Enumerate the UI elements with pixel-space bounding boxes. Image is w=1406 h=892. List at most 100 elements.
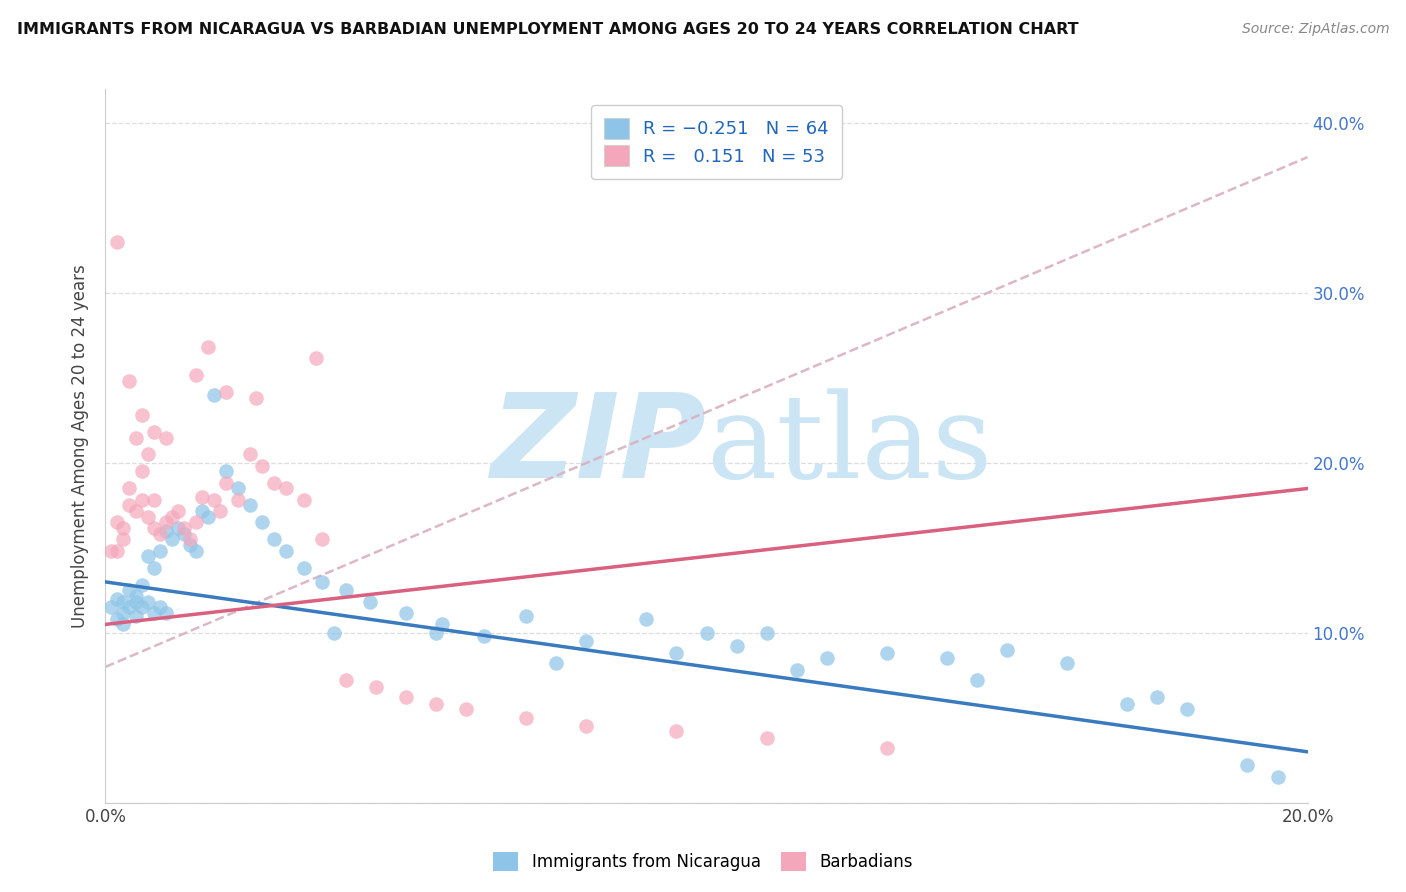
Point bbox=[148, 600, 170, 615]
Point bbox=[112, 617, 135, 632]
Point bbox=[107, 235, 129, 249]
Legend: R = −0.251   N = 64, R =   0.151   N = 53: R = −0.251 N = 64, R = 0.151 N = 53 bbox=[591, 105, 842, 178]
Text: IMMIGRANTS FROM NICARAGUA VS BARBADIAN UNEMPLOYMENT AMONG AGES 20 TO 24 YEARS CO: IMMIGRANTS FROM NICARAGUA VS BARBADIAN U… bbox=[17, 22, 1078, 37]
Point bbox=[786, 663, 808, 677]
Text: ZIP: ZIP bbox=[491, 389, 707, 503]
Point bbox=[995, 643, 1018, 657]
Point bbox=[179, 533, 201, 547]
Point bbox=[112, 606, 135, 620]
Point bbox=[202, 388, 225, 402]
Point bbox=[472, 629, 495, 643]
Point bbox=[425, 698, 447, 712]
Point bbox=[148, 527, 170, 541]
Point bbox=[546, 657, 568, 671]
Point bbox=[214, 384, 236, 399]
Point bbox=[575, 634, 598, 648]
Point bbox=[1146, 690, 1168, 705]
Point bbox=[575, 719, 598, 733]
Point bbox=[160, 510, 183, 524]
Point bbox=[876, 741, 898, 756]
Point bbox=[166, 503, 188, 517]
Point bbox=[966, 673, 988, 688]
Point bbox=[100, 600, 122, 615]
Text: Source: ZipAtlas.com: Source: ZipAtlas.com bbox=[1241, 22, 1389, 37]
Point bbox=[136, 448, 159, 462]
Point bbox=[124, 589, 146, 603]
Point bbox=[136, 510, 159, 524]
Point bbox=[155, 606, 177, 620]
Point bbox=[239, 448, 262, 462]
Point bbox=[335, 583, 357, 598]
Point bbox=[107, 591, 129, 606]
Point bbox=[322, 626, 344, 640]
Point bbox=[136, 549, 159, 564]
Point bbox=[136, 595, 159, 609]
Point bbox=[190, 490, 212, 504]
Point bbox=[226, 482, 249, 496]
Point bbox=[131, 493, 153, 508]
Point bbox=[155, 516, 177, 530]
Point bbox=[118, 583, 141, 598]
Point bbox=[107, 544, 129, 558]
Point bbox=[112, 533, 135, 547]
Point bbox=[118, 375, 141, 389]
Point bbox=[425, 626, 447, 640]
Point bbox=[311, 574, 333, 589]
Point bbox=[190, 503, 212, 517]
Point bbox=[1175, 702, 1198, 716]
Point bbox=[124, 595, 146, 609]
Text: atlas: atlas bbox=[707, 389, 993, 503]
Point bbox=[208, 503, 231, 517]
Point bbox=[665, 646, 688, 660]
Point bbox=[274, 544, 297, 558]
Point bbox=[179, 537, 201, 551]
Point bbox=[107, 516, 129, 530]
Point bbox=[636, 612, 658, 626]
Point bbox=[118, 499, 141, 513]
Y-axis label: Unemployment Among Ages 20 to 24 years: Unemployment Among Ages 20 to 24 years bbox=[72, 264, 90, 628]
Point bbox=[245, 392, 267, 406]
Point bbox=[274, 482, 297, 496]
Point bbox=[515, 608, 537, 623]
Point bbox=[107, 612, 129, 626]
Point bbox=[665, 724, 688, 739]
Point bbox=[124, 608, 146, 623]
Point bbox=[1267, 770, 1289, 784]
Point bbox=[131, 578, 153, 592]
Point bbox=[430, 617, 453, 632]
Point bbox=[148, 544, 170, 558]
Point bbox=[197, 510, 219, 524]
Point bbox=[197, 341, 219, 355]
Point bbox=[173, 520, 195, 534]
Point bbox=[184, 544, 207, 558]
Point bbox=[1236, 758, 1258, 772]
Point bbox=[335, 673, 357, 688]
Point bbox=[305, 351, 328, 365]
Point bbox=[100, 544, 122, 558]
Point bbox=[696, 626, 718, 640]
Point bbox=[184, 516, 207, 530]
Point bbox=[292, 493, 315, 508]
Point bbox=[184, 368, 207, 382]
Point bbox=[755, 626, 778, 640]
Point bbox=[142, 520, 165, 534]
Point bbox=[454, 702, 477, 716]
Point bbox=[359, 595, 381, 609]
Point bbox=[131, 465, 153, 479]
Point bbox=[202, 493, 225, 508]
Legend: Immigrants from Nicaragua, Barbadians: Immigrants from Nicaragua, Barbadians bbox=[485, 843, 921, 880]
Point bbox=[173, 527, 195, 541]
Point bbox=[725, 640, 748, 654]
Point bbox=[515, 711, 537, 725]
Point bbox=[364, 680, 387, 694]
Point bbox=[118, 482, 141, 496]
Point bbox=[311, 533, 333, 547]
Point bbox=[250, 516, 273, 530]
Point bbox=[142, 561, 165, 575]
Point bbox=[1056, 657, 1078, 671]
Point bbox=[112, 520, 135, 534]
Point bbox=[292, 561, 315, 575]
Point bbox=[155, 524, 177, 538]
Point bbox=[1116, 698, 1139, 712]
Point bbox=[395, 606, 418, 620]
